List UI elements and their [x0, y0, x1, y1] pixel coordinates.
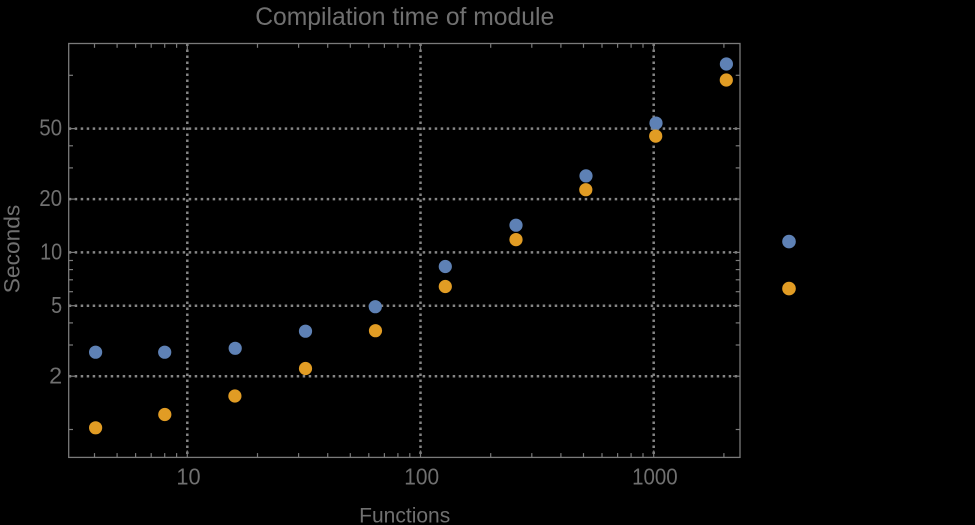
- svg-text:100: 100: [404, 464, 439, 490]
- svg-text:20: 20: [39, 185, 62, 211]
- svg-text:1000: 1000: [632, 464, 678, 490]
- svg-text:Functions: Functions: [359, 504, 450, 525]
- svg-text:2: 2: [49, 362, 62, 388]
- svg-text:50: 50: [39, 115, 62, 141]
- svg-text:5: 5: [51, 292, 62, 318]
- svg-text:Compilation time of module: Compilation time of module: [255, 3, 554, 31]
- svg-text:10: 10: [176, 464, 200, 490]
- svg-text:Seconds: Seconds: [0, 205, 25, 294]
- svg-text:10: 10: [40, 239, 62, 265]
